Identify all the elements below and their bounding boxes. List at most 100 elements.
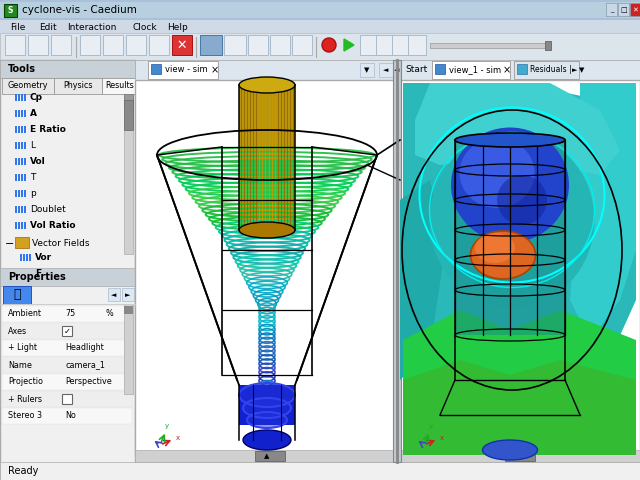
Ellipse shape <box>451 128 569 242</box>
Bar <box>21 126 23 133</box>
Text: Start: Start <box>405 65 428 74</box>
Bar <box>124 304 133 394</box>
Text: view_1 - sim: view_1 - sim <box>449 65 501 74</box>
Bar <box>54 78 102 94</box>
Bar <box>2 340 132 356</box>
Bar <box>239 385 295 425</box>
Text: + Light: + Light <box>8 344 37 352</box>
Ellipse shape <box>455 133 565 147</box>
Bar <box>21 206 23 213</box>
Text: ◄: ◄ <box>111 292 116 298</box>
Bar <box>2 323 132 339</box>
Text: ✓: ✓ <box>63 326 70 336</box>
Bar <box>15 142 17 149</box>
Bar <box>15 190 17 197</box>
Text: ▲: ▲ <box>517 453 523 459</box>
Bar <box>24 110 26 117</box>
Bar <box>21 110 23 117</box>
Bar <box>15 237 29 248</box>
Text: A: A <box>30 109 37 119</box>
Bar <box>393 60 401 462</box>
Bar <box>24 174 26 181</box>
Text: No: No <box>65 411 76 420</box>
Bar <box>15 174 17 181</box>
Bar <box>21 142 23 149</box>
Bar <box>21 174 23 181</box>
Text: ◄: ◄ <box>394 67 400 73</box>
Bar <box>15 222 17 229</box>
Bar <box>135 450 400 462</box>
Bar <box>23 254 25 261</box>
Text: view - sim: view - sim <box>165 65 207 74</box>
Bar <box>200 35 222 55</box>
Bar <box>24 158 26 165</box>
Text: Perspective: Perspective <box>65 377 112 386</box>
Bar <box>24 190 26 197</box>
Text: Vor: Vor <box>35 253 52 263</box>
Text: 🎥: 🎥 <box>13 288 20 301</box>
Bar <box>270 35 290 55</box>
Bar <box>24 142 26 149</box>
Bar <box>26 270 28 277</box>
Bar <box>2 357 132 373</box>
Text: Projectio: Projectio <box>8 377 43 386</box>
Text: ✕: ✕ <box>632 7 639 13</box>
Ellipse shape <box>429 132 595 308</box>
Text: Vol Ratio: Vol Ratio <box>30 221 76 230</box>
Bar <box>24 222 26 229</box>
Bar <box>108 288 120 301</box>
Bar <box>18 126 20 133</box>
Bar <box>18 190 20 197</box>
Bar <box>0 0 640 20</box>
Bar <box>124 94 133 254</box>
Polygon shape <box>344 39 354 51</box>
Bar <box>124 306 133 314</box>
Bar <box>29 254 31 261</box>
Bar <box>376 35 394 55</box>
Ellipse shape <box>483 440 538 460</box>
Bar <box>630 3 640 16</box>
Text: y: y <box>429 423 433 429</box>
Bar <box>455 140 565 335</box>
Ellipse shape <box>322 38 336 52</box>
Bar <box>514 61 579 79</box>
Bar <box>248 35 268 55</box>
Polygon shape <box>403 360 636 455</box>
Bar <box>18 206 20 213</box>
Bar <box>408 35 426 55</box>
Bar <box>122 288 134 301</box>
Bar <box>21 190 23 197</box>
Bar <box>62 326 72 336</box>
Bar <box>4 4 17 17</box>
Bar <box>18 110 20 117</box>
Text: E Ratio: E Ratio <box>30 125 66 134</box>
Text: Headlight: Headlight <box>65 344 104 352</box>
Text: cyclone-vis - Caedium: cyclone-vis - Caedium <box>22 5 137 15</box>
Text: Interaction: Interaction <box>68 23 117 32</box>
Polygon shape <box>570 83 636 340</box>
Bar <box>124 94 133 106</box>
Text: ▼: ▼ <box>579 67 585 73</box>
Bar <box>0 2 640 18</box>
Text: Tools: Tools <box>8 64 36 74</box>
Bar <box>400 450 640 462</box>
Ellipse shape <box>239 222 295 238</box>
Bar <box>23 270 25 277</box>
Bar <box>124 100 133 130</box>
Ellipse shape <box>475 233 515 263</box>
Bar <box>545 41 551 50</box>
Bar <box>292 35 312 55</box>
Text: ×: × <box>211 65 219 75</box>
Text: File: File <box>10 23 26 32</box>
Bar <box>2 391 132 407</box>
Bar <box>172 35 192 55</box>
Bar <box>0 462 640 480</box>
Ellipse shape <box>460 138 534 208</box>
Text: Clock: Clock <box>133 23 157 32</box>
Bar <box>18 222 20 229</box>
Bar <box>148 61 218 79</box>
Bar <box>135 80 400 455</box>
Bar <box>505 451 535 461</box>
Bar <box>18 158 20 165</box>
Bar <box>400 60 640 80</box>
